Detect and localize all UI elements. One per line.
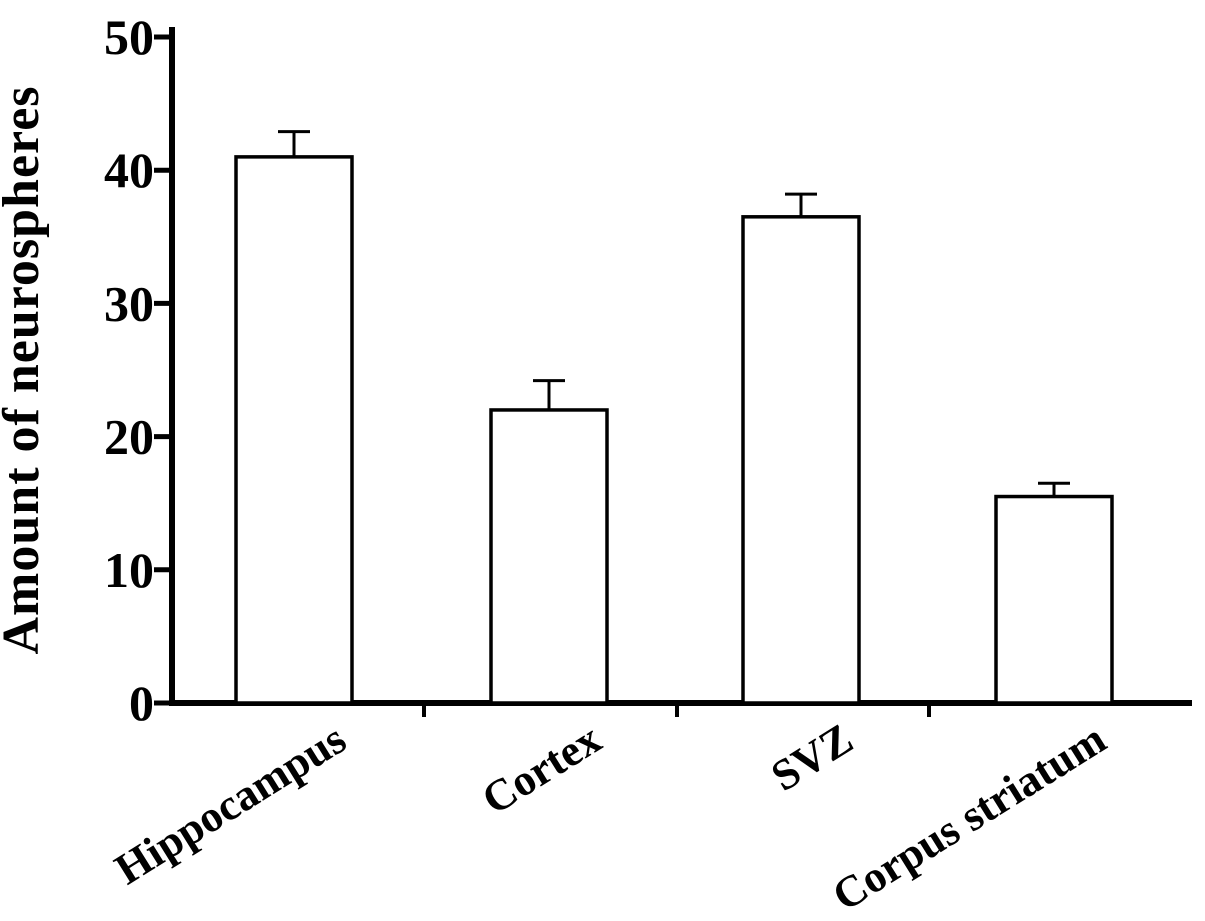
y-axis-title: Amount of neurospheres [0, 85, 50, 654]
y-tick-label: 30 [104, 275, 154, 331]
bar-cortex [489, 408, 609, 705]
bar-svz [741, 215, 861, 705]
y-tick-label: 0 [129, 675, 154, 731]
y-tick-label: 20 [104, 409, 154, 465]
y-tick-label: 10 [104, 542, 154, 598]
bar-corpus-striatum [994, 494, 1114, 705]
y-tick-label: 40 [104, 142, 154, 198]
bar-hippocampus [234, 155, 354, 705]
y-tick-label: 50 [104, 9, 154, 65]
